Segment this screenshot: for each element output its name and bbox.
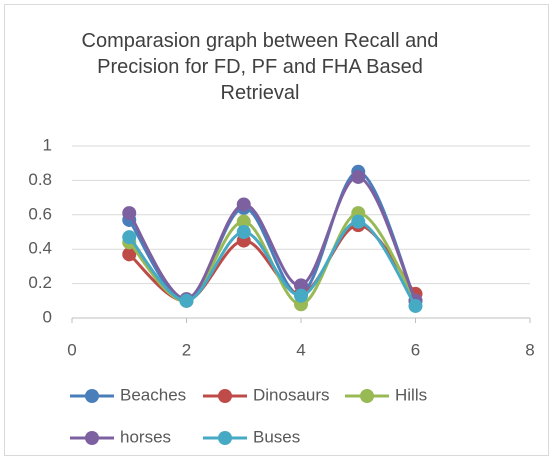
legend-marker (360, 389, 374, 403)
legend-label: Hills (395, 385, 427, 404)
y-tick-label: 1 (43, 135, 52, 154)
x-tick-label: 8 (525, 340, 534, 359)
chart-frame (4, 4, 549, 456)
point (122, 206, 137, 221)
point (351, 214, 366, 229)
y-tick-label: 0 (43, 307, 52, 326)
point (122, 247, 137, 262)
point (122, 230, 137, 245)
point (408, 298, 423, 313)
x-tick-label: 6 (411, 340, 420, 359)
point (351, 169, 366, 184)
y-tick-label: 0.4 (28, 239, 52, 258)
legend-marker (218, 389, 232, 403)
legend-marker (85, 431, 99, 445)
point (236, 225, 251, 239)
series-line (127, 175, 417, 302)
y-tick-label: 0.6 (28, 204, 52, 223)
point (236, 197, 251, 212)
y-tick-label: 0.8 (28, 170, 52, 189)
legend-marker (85, 389, 99, 403)
legend-label: Dinosaurs (253, 385, 330, 404)
x-tick-label: 0 (67, 340, 76, 359)
chart-title: Comparasion graph between Recall and Pre… (81, 30, 439, 104)
point (179, 293, 194, 308)
legend-label: horses (120, 427, 171, 446)
y-tick-label: 0.2 (28, 273, 52, 292)
legend-label: Beaches (120, 385, 186, 404)
legend-label: Buses (253, 427, 300, 446)
series-line (128, 220, 417, 307)
legend-marker (218, 431, 232, 445)
x-tick-label: 4 (296, 340, 305, 359)
point (294, 288, 308, 303)
point (294, 278, 308, 293)
x-tick-label: 2 (182, 340, 191, 359)
point (236, 214, 251, 229)
